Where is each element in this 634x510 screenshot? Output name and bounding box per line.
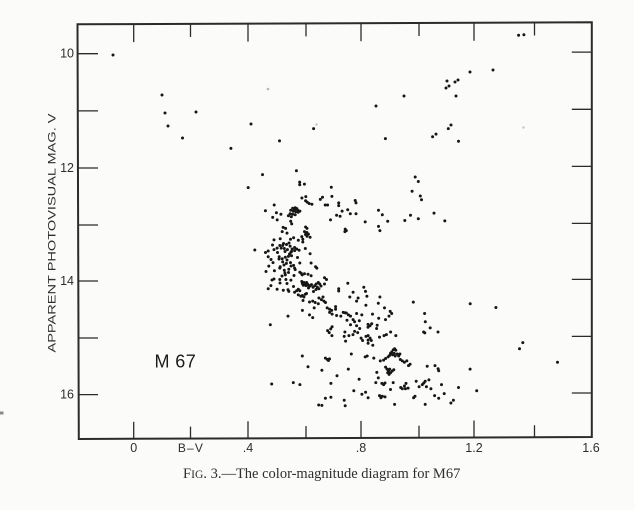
svg-text:APPARENT PHOTOVISUAL MAG. V: APPARENT PHOTOVISUAL MAG. V xyxy=(47,113,59,353)
svg-text:B–V: B–V xyxy=(178,441,204,455)
svg-text:.8: .8 xyxy=(356,441,366,455)
svg-text:0: 0 xyxy=(130,441,137,455)
svg-text:1.2: 1.2 xyxy=(465,441,482,455)
svg-text:14: 14 xyxy=(60,274,74,288)
svg-text:M 67: M 67 xyxy=(155,352,197,372)
svg-text:1.6: 1.6 xyxy=(582,441,599,455)
svg-text:.4: .4 xyxy=(243,441,253,455)
svg-text:12: 12 xyxy=(60,161,74,175)
svg-text:10: 10 xyxy=(60,47,74,61)
svg-text:FIG. 3.—The color-magnitude di: FIG. 3.—The color-magnitude diagram for … xyxy=(183,466,460,482)
svg-text:16: 16 xyxy=(60,388,74,402)
